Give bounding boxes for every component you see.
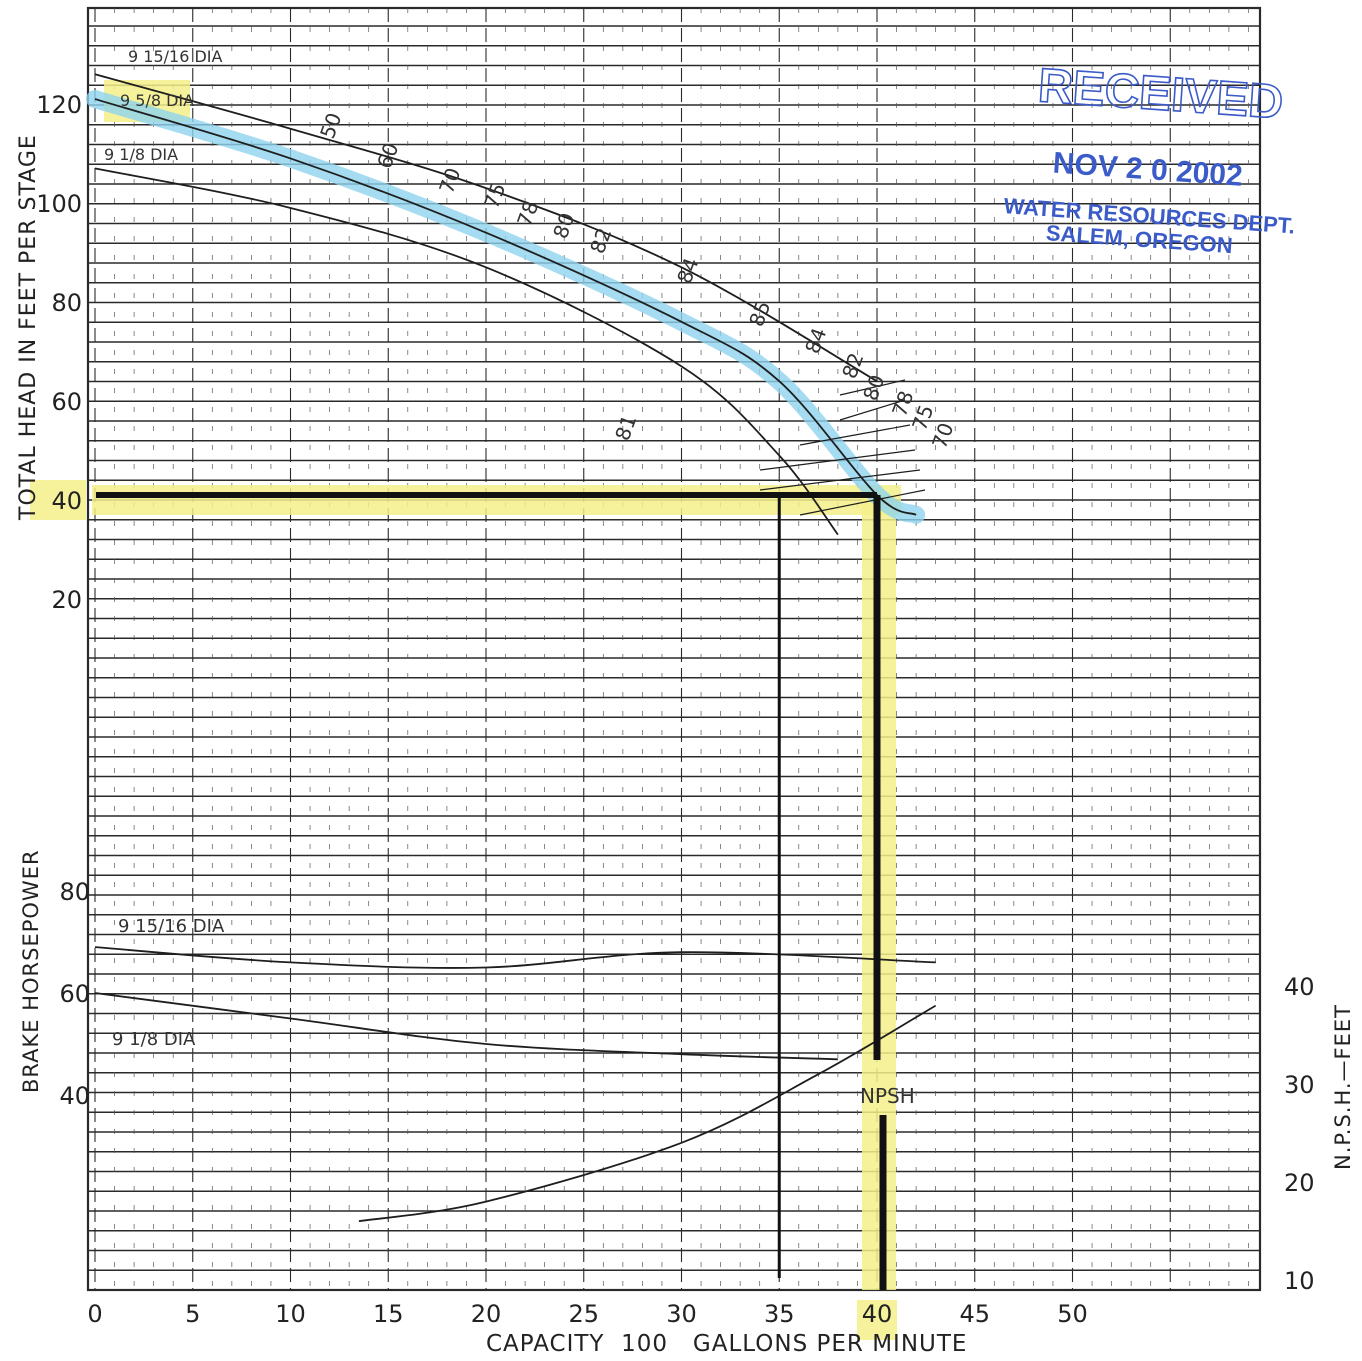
highlight-capacity-tick [857,1300,897,1340]
head-tick-label: 120 [36,91,82,119]
x-tick-label: 10 [275,1300,306,1328]
efficiency-iso-line [839,379,906,396]
x-tick-label: 25 [568,1300,599,1328]
efficiency-iso-line [759,469,921,491]
efficiency-iso-line [799,489,926,516]
bhp-tick-label: 60 [59,980,90,1008]
highlight-head-band [92,485,901,515]
bhp-axis-title: BRAKE HORSEPOWER [19,849,43,1093]
x-tick-label: 15 [373,1300,404,1328]
head-curve-2 [94,167,839,536]
x-tick-label: 20 [471,1300,502,1328]
head-tick-label: 80 [51,289,82,317]
npsh-tick-label: 10 [1284,1267,1315,1295]
plot-frame [86,6,1262,1292]
head-tick-label: 100 [36,190,82,218]
x-tick-label: 5 [185,1300,200,1328]
head-curve-label-9-1-8: 9 1/8 DIA [104,145,178,164]
npsh-tick-label: 20 [1284,1169,1315,1197]
head-curve-1 [94,98,917,516]
npsh-tick-label: 40 [1284,973,1315,1001]
x-tick-label: 40 [862,1300,893,1328]
bhp-tick-label: 80 [59,878,90,906]
head-tick-label: 40 [51,487,82,515]
npsh-axis-title: N.P.S.H.—FEET [1331,1004,1355,1170]
efficiency-iso-line [759,449,916,471]
npsh-curve-label: NPSH [860,1084,915,1108]
bhp-curve-label-9-15-16: 9 15/16 DIA [118,916,225,937]
bhp-curve-1 [94,992,838,1061]
tick-labels: 0 5 10 15 20 25 30 35 40 45 50 20 40 60 80 100 120 40 60 80… [36,91,1314,1328]
x-tick-label: 30 [666,1300,697,1328]
bhp-curve-label-9-1-8: 9 1/8 DIA [112,1029,196,1050]
x-tick-label: 45 [959,1300,990,1328]
x-axis-title: CAPACITY 100 GALLONS PER MINUTE [486,1331,967,1357]
x-tick-label: 50 [1057,1300,1088,1328]
head-tick-label: 60 [51,388,82,416]
bhp-tick-label: 40 [59,1082,90,1110]
head-curve-label-9-5-8: 9 5/8 DIA [120,91,194,110]
head-tick-label: 20 [51,586,82,614]
chart-grid [86,6,1262,1292]
efficiency-iso-line [799,424,911,446]
npsh-tick-label: 30 [1284,1071,1315,1099]
efficiency-iso-line [839,399,906,421]
x-tick-label: 0 [87,1300,102,1328]
bhp-curve-0 [94,946,936,969]
npsh-curve [358,1004,937,1223]
head-curve-0 [94,73,878,382]
highlight-head-tick [30,480,86,520]
x-tick-label: 35 [764,1300,795,1328]
head-axis-title: TOTAL HEAD IN FEET PER STAGE [16,134,41,521]
chart-curves [94,73,937,1290]
head-curve-label-9-15-16: 9 15/16 DIA [128,47,223,66]
